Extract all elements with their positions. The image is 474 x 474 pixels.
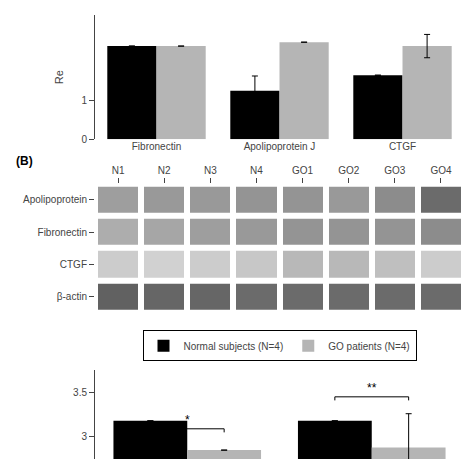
- svg-text:β-actin: β-actin: [57, 291, 87, 302]
- svg-text:Apolipoprotein: Apolipoprotein: [23, 194, 87, 205]
- svg-text:GO1: GO1: [292, 165, 314, 176]
- svg-text:1: 1: [81, 95, 87, 106]
- svg-text:N3: N3: [204, 165, 217, 176]
- svg-text:*: *: [185, 413, 190, 427]
- svg-text:CTGF: CTGF: [60, 259, 87, 270]
- svg-text:N1: N1: [112, 165, 125, 176]
- svg-text:**: **: [367, 381, 377, 395]
- svg-text:N2: N2: [158, 165, 171, 176]
- svg-text:GO2: GO2: [338, 165, 360, 176]
- svg-text:GO patients (N=4): GO patients (N=4): [328, 341, 409, 352]
- svg-text:Fibronectin: Fibronectin: [132, 141, 181, 152]
- svg-text:CTGF: CTGF: [389, 141, 416, 152]
- svg-text:N4: N4: [250, 165, 263, 176]
- svg-text:Normal subjects (N=4): Normal subjects (N=4): [184, 341, 284, 352]
- svg-text:3: 3: [81, 431, 87, 442]
- svg-text:(B): (B): [16, 154, 33, 168]
- svg-text:3.5: 3.5: [73, 387, 87, 398]
- svg-text:Apolipoprotein J: Apolipoprotein J: [244, 141, 316, 152]
- svg-text:Re: Re: [53, 70, 65, 84]
- svg-text:0: 0: [81, 134, 87, 145]
- svg-text:GO3: GO3: [384, 165, 406, 176]
- svg-text:Fibronectin: Fibronectin: [38, 227, 87, 238]
- svg-text:GO4: GO4: [430, 165, 452, 176]
